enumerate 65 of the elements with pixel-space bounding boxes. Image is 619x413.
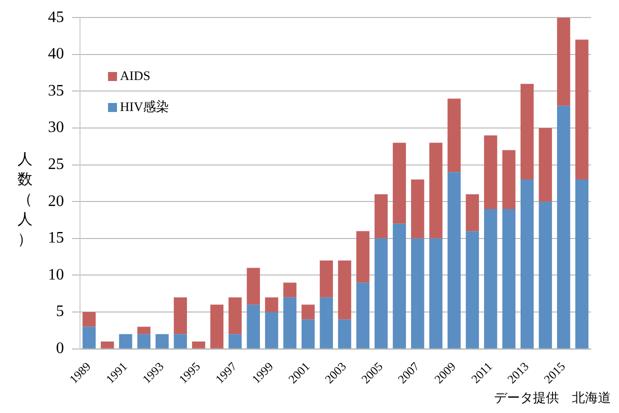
y-tick-label: 10 <box>48 266 64 284</box>
bar <box>520 84 534 180</box>
bar <box>283 297 296 348</box>
bar <box>100 341 114 348</box>
bar <box>356 231 370 283</box>
bar <box>265 297 278 312</box>
y-tick-label: 45 <box>48 8 64 26</box>
bar <box>356 282 370 348</box>
bar <box>320 297 333 348</box>
bar <box>448 172 461 348</box>
bar <box>466 194 479 232</box>
bar <box>174 297 187 334</box>
bar <box>484 135 498 209</box>
legend-label: AIDS <box>120 68 150 84</box>
bar <box>448 98 461 172</box>
bar <box>137 334 150 348</box>
bar <box>502 150 516 209</box>
bar <box>575 180 588 348</box>
bar <box>484 208 498 348</box>
bar <box>374 194 388 238</box>
bar <box>374 238 388 348</box>
text: データ提供 北海道 <box>494 389 611 407</box>
legend-label: HIV感染 <box>120 98 170 116</box>
y-axis-title: 人数（人） <box>16 151 34 250</box>
bar <box>538 202 552 348</box>
bar <box>228 334 242 348</box>
y-tick-label: 0 <box>56 340 64 358</box>
bar <box>538 128 552 202</box>
bar <box>265 312 278 348</box>
bar <box>411 238 424 348</box>
bar <box>210 304 224 348</box>
bar <box>246 304 260 348</box>
bar <box>338 319 352 348</box>
bar <box>156 334 169 348</box>
bar <box>302 319 315 348</box>
bar <box>392 142 406 224</box>
y-tick-label: 40 <box>48 46 64 63</box>
bar <box>137 326 150 334</box>
bar <box>429 238 442 348</box>
bar <box>575 40 588 180</box>
y-tick-label: 25 <box>48 156 64 174</box>
bar <box>192 341 206 348</box>
y-tick-label: 15 <box>48 230 64 247</box>
bar <box>557 106 570 348</box>
bar <box>320 260 333 298</box>
y-tick-label: 20 <box>48 192 64 210</box>
bar <box>557 18 570 106</box>
bar <box>283 282 296 298</box>
y-tick-label: 30 <box>48 119 64 136</box>
bar <box>411 180 424 238</box>
bar <box>502 208 516 348</box>
bar <box>520 180 534 348</box>
bar <box>119 334 132 348</box>
y-tick-label: 35 <box>48 82 64 100</box>
bar <box>174 334 187 348</box>
bar <box>228 297 242 334</box>
bar <box>302 304 315 320</box>
bar <box>82 312 96 327</box>
bar <box>466 231 479 348</box>
bar <box>338 260 352 320</box>
bar <box>392 224 406 348</box>
y-tick-label: 5 <box>56 303 64 320</box>
bar <box>429 142 442 238</box>
bar <box>246 268 260 305</box>
bar <box>82 326 96 348</box>
